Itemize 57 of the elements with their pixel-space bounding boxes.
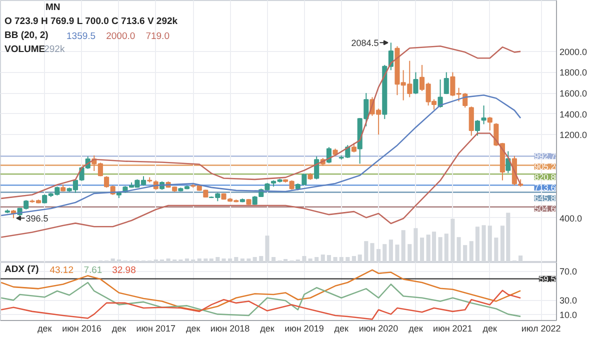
candlestick xyxy=(413,72,418,95)
annotation: BB (20, 2) xyxy=(4,30,48,41)
annotation: 43.12 xyxy=(50,265,74,276)
y-tick-label: 10.0 xyxy=(560,310,578,320)
x-tick-label: июн 2016 xyxy=(62,324,102,334)
x-tick-label: дек xyxy=(408,324,423,334)
annotation: O 723.9 H 769.9 L 700.0 C 713.6 V 292k xyxy=(4,16,178,27)
y-tick-label: 2000.0 xyxy=(560,46,588,57)
x-tick-label: июл 2022 xyxy=(521,324,561,334)
ref-line-label: 504.6 xyxy=(534,204,556,214)
ref-line-label: 992.7 xyxy=(534,151,556,162)
annotation: 396.5 xyxy=(26,214,48,224)
annotation: 719.0 xyxy=(146,31,170,42)
annotation: MN xyxy=(46,2,60,13)
annotation: 32.98 xyxy=(112,265,136,276)
y-tick-label: 1800.0 xyxy=(560,68,588,78)
candlestick xyxy=(487,116,492,131)
ref-line-label: 820.8 xyxy=(534,172,556,182)
line-series xyxy=(0,45,522,200)
y-tick-label: 400.0 xyxy=(560,213,582,224)
y-tick-label: 70.0 xyxy=(560,266,578,277)
annotation: 2084.5 xyxy=(351,38,379,48)
candlestick xyxy=(314,156,320,180)
ref-line-label: 905.2 xyxy=(534,162,556,172)
y-tick-label: 30.0 xyxy=(560,296,578,306)
ref-line-label: 713.6 xyxy=(534,182,556,193)
x-tick-label: дек xyxy=(186,324,200,334)
x-tick-label: дек xyxy=(260,324,274,334)
y-tick-label: 1600.0 xyxy=(560,88,588,99)
line-series xyxy=(0,94,522,216)
x-tick-label: дек xyxy=(482,324,498,334)
ref-line-label: 59.5 xyxy=(538,274,556,284)
y-tick-label: 1400.0 xyxy=(560,109,588,120)
annotation: ADX (7) xyxy=(4,264,39,275)
annotation: VOLUME xyxy=(4,44,46,55)
x-tick-label: июн 2017 xyxy=(136,324,176,334)
candlestick xyxy=(474,120,480,136)
x-tick-label: июн 2019 xyxy=(284,324,324,334)
x-tick-label: июн 2018 xyxy=(210,324,250,334)
annotation: 2000.0 xyxy=(106,31,136,42)
annotation: 1359.5 xyxy=(66,31,96,42)
y-tick-label: 1200.0 xyxy=(560,130,588,140)
annotation: 7.61 xyxy=(84,265,102,276)
line-series xyxy=(0,282,522,318)
candlestick xyxy=(444,72,449,95)
candlestick xyxy=(351,142,356,153)
ref-line-label: 645.8 xyxy=(534,193,556,204)
candlestick xyxy=(506,150,511,174)
x-tick-label: дек xyxy=(334,324,349,334)
candlestick xyxy=(481,105,486,125)
annotation: 292k xyxy=(44,44,65,55)
line-series xyxy=(0,290,522,320)
candlestick xyxy=(468,106,474,136)
x-tick-label: июн 2020 xyxy=(358,324,398,334)
x-tick-label: дек xyxy=(37,324,52,334)
x-tick-label: июн 2021 xyxy=(433,324,472,334)
x-tick-label: дек xyxy=(112,324,126,334)
